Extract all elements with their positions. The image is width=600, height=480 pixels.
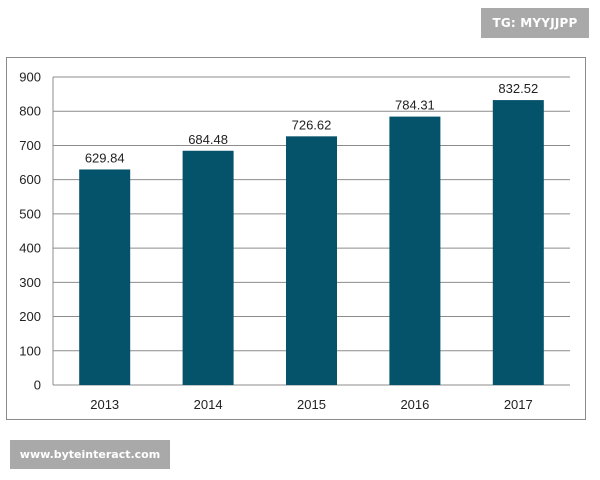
y-tick-labels: 0 100 200 300 400 500 600 700 800 900 bbox=[19, 70, 41, 393]
bar-2016 bbox=[389, 116, 441, 386]
x-tick-label: 2017 bbox=[504, 397, 533, 412]
y-tick-label: 300 bbox=[19, 275, 41, 290]
watermark-top: TG: MYYJJPP bbox=[481, 8, 589, 38]
bar-value-label: 832.52 bbox=[498, 81, 538, 96]
x-tick-label: 2014 bbox=[194, 397, 223, 412]
y-tick-label: 100 bbox=[19, 343, 41, 358]
y-tick-label: 800 bbox=[19, 104, 41, 119]
bar-2017 bbox=[492, 100, 544, 386]
bars bbox=[79, 100, 544, 386]
y-tick-label: 700 bbox=[19, 138, 41, 153]
y-tick-label: 500 bbox=[19, 206, 41, 221]
bar-value-label: 684.48 bbox=[188, 132, 228, 147]
bar-value-label: 629.84 bbox=[85, 150, 125, 165]
watermark-bottom: www.byteinteract.com bbox=[10, 440, 170, 469]
bar-value-label: 784.31 bbox=[395, 98, 435, 113]
bar-value-label: 726.62 bbox=[292, 117, 332, 132]
y-tick-label: 200 bbox=[19, 309, 41, 324]
y-tick-label: 0 bbox=[34, 378, 41, 393]
bar-2013 bbox=[79, 169, 131, 385]
bar-2015 bbox=[286, 136, 337, 385]
bar-value-labels: 629.84 684.48 726.62 784.31 832.52 bbox=[85, 81, 538, 165]
y-tick-label: 600 bbox=[19, 172, 41, 187]
y-tick-label: 900 bbox=[19, 70, 41, 85]
x-tick-label: 2015 bbox=[297, 397, 326, 412]
x-tick-label: 2013 bbox=[90, 397, 119, 412]
x-tick-labels: 2013 2014 2015 2016 2017 bbox=[90, 397, 533, 412]
bar-2014 bbox=[182, 150, 234, 385]
y-tick-label: 400 bbox=[19, 241, 41, 256]
x-tick-label: 2016 bbox=[400, 397, 429, 412]
